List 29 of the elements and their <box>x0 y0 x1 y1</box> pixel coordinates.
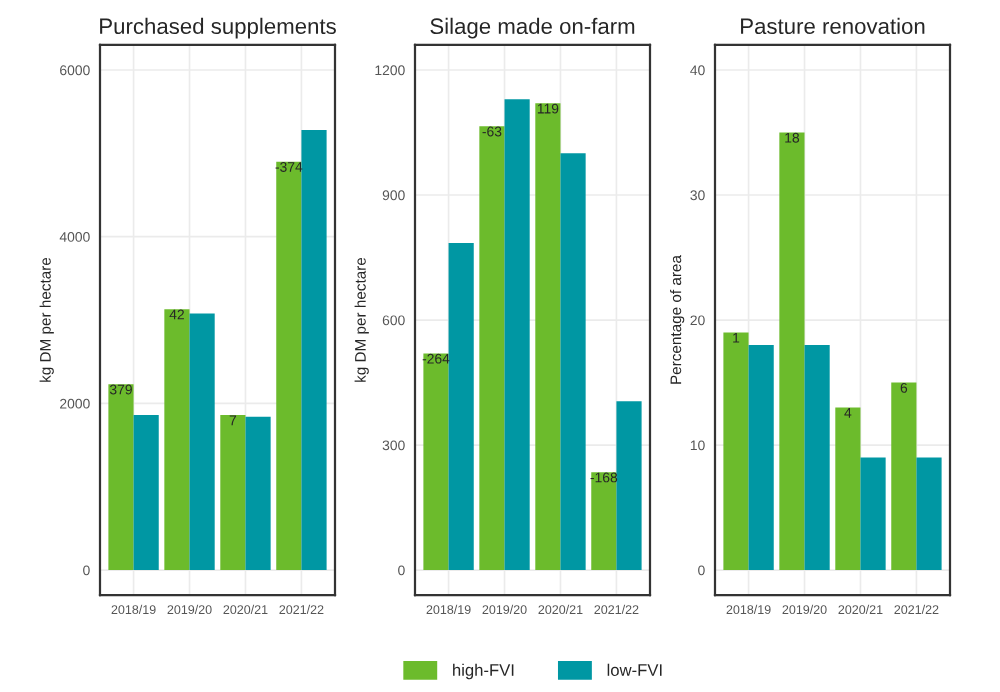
bar <box>779 132 805 571</box>
bar <box>301 130 327 571</box>
bar <box>591 472 617 571</box>
bar <box>916 457 942 571</box>
bar <box>616 401 642 571</box>
bar <box>504 99 530 571</box>
bar <box>535 103 561 571</box>
bar <box>723 332 749 571</box>
bar <box>276 161 302 571</box>
bar <box>423 353 449 571</box>
bar <box>479 126 505 571</box>
bar <box>220 415 246 571</box>
legend-label: low-FVI <box>607 663 662 676</box>
chart-title: Pasture renovation <box>741 17 925 35</box>
bar <box>804 345 830 571</box>
bar <box>560 153 586 571</box>
chart-title: Silage made on-farm <box>430 17 635 39</box>
bar <box>891 382 917 571</box>
bar <box>860 457 886 571</box>
bar <box>133 415 159 571</box>
bar <box>245 416 271 571</box>
bar <box>448 242 474 571</box>
bar <box>748 345 774 571</box>
legend-label: high-FVI <box>453 663 514 680</box>
bar <box>189 313 215 571</box>
bar <box>164 309 190 571</box>
chart-title: Purchased supplements <box>100 17 336 39</box>
bar <box>108 384 134 571</box>
bar <box>835 407 861 571</box>
